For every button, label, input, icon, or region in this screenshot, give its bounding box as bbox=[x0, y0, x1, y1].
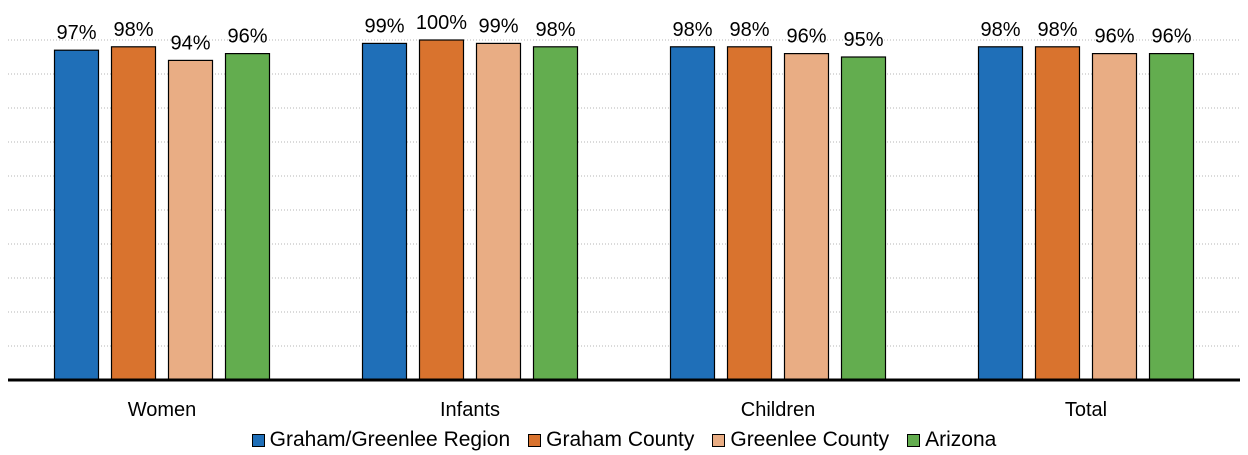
bar bbox=[475, 42, 522, 381]
legend-swatch-graham bbox=[528, 433, 542, 447]
data-label: 98% bbox=[729, 19, 769, 41]
bar bbox=[532, 46, 579, 381]
legend-item-greenlee: Greenlee County bbox=[712, 428, 889, 452]
data-label: 98% bbox=[980, 19, 1020, 41]
data-label: 99% bbox=[364, 15, 404, 37]
data-label: 95% bbox=[843, 29, 883, 51]
data-label: 98% bbox=[1037, 19, 1077, 41]
category-label: Children bbox=[741, 399, 815, 421]
data-label: 97% bbox=[56, 22, 96, 44]
bar bbox=[1034, 46, 1081, 381]
legend-item-graham: Graham County bbox=[528, 428, 694, 452]
data-label: 96% bbox=[786, 26, 826, 48]
data-label: 98% bbox=[535, 19, 575, 41]
data-label: 98% bbox=[113, 19, 153, 41]
bar bbox=[783, 52, 830, 381]
bar bbox=[418, 39, 465, 381]
data-label: 96% bbox=[1094, 26, 1134, 48]
data-label: 94% bbox=[170, 32, 210, 54]
data-label: 100% bbox=[416, 12, 467, 34]
legend-item-region: Graham/Greenlee Region bbox=[251, 428, 511, 452]
legend-item-arizona: Arizona bbox=[907, 428, 996, 452]
legend-label-greenlee: Greenlee County bbox=[730, 428, 890, 451]
bar bbox=[840, 56, 887, 381]
bar bbox=[224, 52, 271, 381]
bar bbox=[1148, 52, 1195, 381]
data-label: 96% bbox=[227, 26, 267, 48]
bar bbox=[977, 46, 1024, 381]
data-label: 98% bbox=[672, 19, 712, 41]
legend-label-arizona: Arizona bbox=[925, 428, 997, 451]
data-label: 96% bbox=[1151, 26, 1191, 48]
bar bbox=[167, 59, 214, 381]
bar bbox=[726, 46, 773, 381]
legend-swatch-region bbox=[251, 433, 265, 447]
category-label: Total bbox=[1065, 399, 1107, 421]
bar bbox=[669, 46, 716, 381]
legend-swatch-greenlee bbox=[712, 433, 726, 447]
data-label: 99% bbox=[478, 15, 518, 37]
bar bbox=[53, 49, 100, 381]
bar bbox=[1091, 52, 1138, 381]
legend-label-graham: Graham County bbox=[546, 428, 695, 451]
chart-legend: Graham/Greenlee Region Graham County Gre… bbox=[0, 426, 1248, 454]
legend-swatch-arizona bbox=[907, 433, 921, 447]
bar bbox=[110, 46, 157, 381]
bar-chart: 97% 98% 94% 96% Women 99% 100% 99% 98% Infants 98%… bbox=[8, 12, 1240, 421]
legend-label-region: Graham/Greenlee Region bbox=[269, 428, 511, 451]
bar bbox=[361, 42, 408, 381]
category-label: Infants bbox=[440, 399, 500, 421]
category-label: Women bbox=[128, 399, 197, 421]
